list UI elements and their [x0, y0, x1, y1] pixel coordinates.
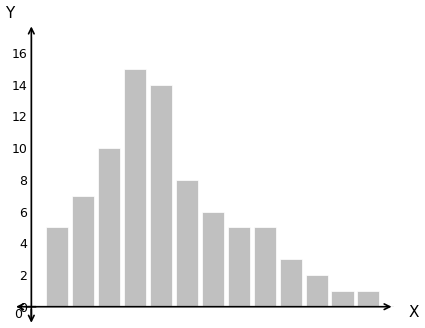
Text: Y: Y	[5, 6, 14, 21]
Bar	[280, 259, 302, 307]
Bar	[357, 291, 380, 307]
Bar	[306, 275, 328, 307]
Bar	[46, 227, 68, 307]
Bar	[176, 180, 198, 307]
Bar	[332, 291, 354, 307]
Bar	[228, 227, 250, 307]
Bar	[72, 196, 94, 307]
Text: X: X	[409, 305, 419, 319]
Bar	[124, 69, 146, 307]
Bar	[202, 212, 224, 307]
Text: 0: 0	[14, 308, 23, 320]
Bar	[98, 148, 120, 307]
Bar	[254, 227, 276, 307]
Bar	[150, 85, 172, 307]
